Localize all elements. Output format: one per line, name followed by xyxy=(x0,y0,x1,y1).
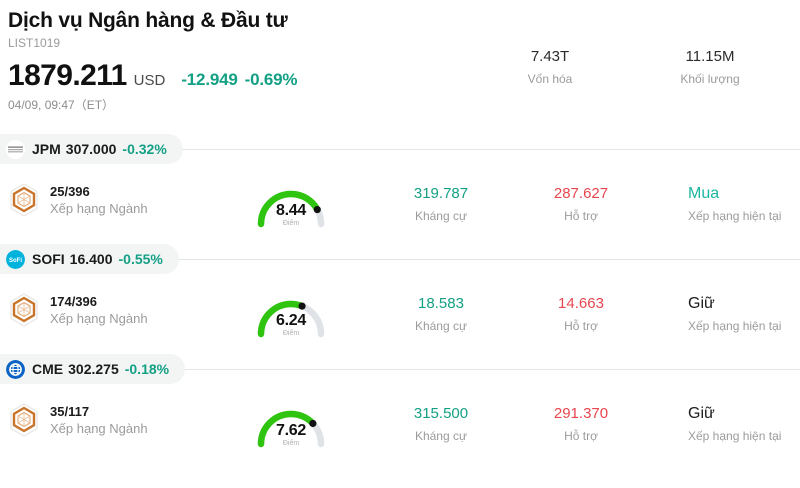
ticker-detail-row: 174/396 Xếp hạng Ngành 6.24 Điểm 18.583 Kháng… xyxy=(0,274,800,354)
resistance-label: Kháng cự xyxy=(414,429,468,443)
rating-metric: Giữ Xếp hạng hiện tại xyxy=(688,294,800,335)
ticker-price: 307.000 xyxy=(65,141,117,157)
rating-value: Mua xyxy=(688,185,720,202)
gauge-value: 6.24 xyxy=(276,312,306,329)
stat-market-cap: 7.43T Vốn hóa xyxy=(470,47,630,88)
ticker-list: JPM 307.000 -0.32% 25/396 Xếp hạng Ngành 8.44… xyxy=(0,134,800,464)
currency-label: USD xyxy=(133,72,166,89)
row-divider xyxy=(0,259,800,260)
resistance-value: 319.787 xyxy=(413,185,469,202)
ticker-price: 16.400 xyxy=(69,251,113,267)
resistance-label: Kháng cự xyxy=(414,319,468,333)
rank-value: 174/396 xyxy=(50,293,97,309)
ticker-change-percent: -0.18% xyxy=(124,361,170,377)
rank-badge-icon xyxy=(4,290,44,330)
resistance-value: 18.583 xyxy=(418,295,464,312)
ticker-change-percent: -0.32% xyxy=(122,141,167,157)
support-label: Hỗ trợ xyxy=(564,209,598,223)
resistance-label: Kháng cự xyxy=(414,209,468,223)
rank-label: Xếp hạng Ngành xyxy=(50,420,148,436)
price-row: 1879.211 USD -12.949 -0.69% xyxy=(8,60,800,92)
ticker-chip-line: SoFi SOFI 16.400 -0.55% xyxy=(0,244,800,274)
rank-label: Xếp hạng Ngành xyxy=(50,310,148,326)
ticker-symbol: CME xyxy=(32,361,64,377)
support-label: Hỗ trợ xyxy=(564,319,598,333)
svg-text:SoFi: SoFi xyxy=(9,258,22,264)
resistance-metric: 319.787 Kháng cự xyxy=(381,184,501,225)
ticker-block: SoFi SOFI 16.400 -0.55% 174/396 Xếp hạng Ngàn… xyxy=(0,244,800,354)
ticker-chip[interactable]: SoFi SOFI 16.400 -0.55% xyxy=(0,244,179,274)
ticker-chip-line: CME 302.275 -0.18% xyxy=(0,354,800,384)
quote-timestamp: 04/09, 09:47（ET） xyxy=(8,98,115,112)
ticker-block: CME 302.275 -0.18% 35/117 Xếp hạng Ngành 7.62… xyxy=(0,354,800,464)
gauge-label: Điểm xyxy=(282,330,300,337)
header-stats: 7.43T Vốn hóa 11.15M Khối lượng xyxy=(470,47,800,88)
rating-value: Giữ xyxy=(688,295,715,312)
rating-metric: Giữ Xếp hạng hiện tại xyxy=(688,404,800,445)
stat-volume: 11.15M Khối lượng xyxy=(630,47,790,88)
index-price: 1879.211 xyxy=(8,59,127,92)
rating-label: Xếp hạng hiện tại xyxy=(688,319,782,333)
ticker-chip[interactable]: JPM 307.000 -0.32% xyxy=(0,134,183,164)
score-gauge: 7.62 Điểm xyxy=(236,396,346,460)
resistance-value: 315.500 xyxy=(413,405,469,422)
rating-label: Xếp hạng hiện tại xyxy=(688,429,782,443)
stat-value: 7.43T xyxy=(530,48,570,65)
support-value: 14.663 xyxy=(558,295,604,312)
industry-rank: 25/396 Xếp hạng Ngành xyxy=(4,180,148,220)
industry-rank: 35/117 Xếp hạng Ngành xyxy=(4,400,148,440)
support-value: 291.370 xyxy=(553,405,609,422)
industry-rank: 174/396 Xếp hạng Ngành xyxy=(4,290,148,330)
row-divider xyxy=(0,149,800,150)
support-metric: 14.663 Hỗ trợ xyxy=(521,294,641,335)
rank-value: 25/396 xyxy=(50,183,90,199)
gauge-label: Điểm xyxy=(282,440,300,447)
ticker-chip[interactable]: CME 302.275 -0.18% xyxy=(0,354,186,384)
cme-logo xyxy=(6,359,25,379)
resistance-metric: 315.500 Kháng cự xyxy=(381,404,501,445)
rating-label: Xếp hạng hiện tại xyxy=(688,209,782,223)
score-gauge: 6.24 Điểm xyxy=(236,286,346,350)
change-percent: -0.69% xyxy=(244,70,298,89)
rank-badge-icon xyxy=(4,180,44,220)
support-value: 287.627 xyxy=(553,185,609,202)
change-absolute: -12.949 xyxy=(181,70,238,89)
support-metric: 291.370 Hỗ trợ xyxy=(521,404,641,445)
ticker-symbol: JPM xyxy=(32,141,61,157)
stat-value: 11.15M xyxy=(685,48,735,65)
ticker-block: JPM 307.000 -0.32% 25/396 Xếp hạng Ngành 8.44… xyxy=(0,134,800,244)
score-gauge: 8.44 Điểm xyxy=(236,176,346,240)
page-title: Dịch vụ Ngân hàng & Đầu tư xyxy=(8,9,288,32)
stat-label: Vốn hóa xyxy=(527,72,573,86)
ticker-change-percent: -0.55% xyxy=(118,251,163,267)
ticker-price: 302.275 xyxy=(68,361,119,377)
jpm-logo xyxy=(6,139,25,159)
rank-badge-icon xyxy=(4,400,44,440)
resistance-metric: 18.583 Kháng cự xyxy=(381,294,501,335)
gauge-value: 7.62 xyxy=(276,422,306,439)
sofi-logo: SoFi xyxy=(6,249,25,269)
gauge-label: Điểm xyxy=(282,220,300,227)
ticker-detail-row: 25/396 Xếp hạng Ngành 8.44 Điểm 319.787 Kháng… xyxy=(0,164,800,244)
rank-value: 35/117 xyxy=(50,403,90,419)
support-label: Hỗ trợ xyxy=(564,429,598,443)
list-id: LIST1019 xyxy=(8,36,61,50)
gauge-value: 8.44 xyxy=(276,202,306,219)
row-divider xyxy=(0,369,800,370)
rank-label: Xếp hạng Ngành xyxy=(50,200,148,216)
ticker-chip-line: JPM 307.000 -0.32% xyxy=(0,134,800,164)
header: Dịch vụ Ngân hàng & Đầu tư LIST1019 1879… xyxy=(0,0,800,113)
ticker-symbol: SOFI xyxy=(32,251,65,267)
rating-metric: Mua Xếp hạng hiện tại xyxy=(688,184,800,225)
ticker-detail-row: 35/117 Xếp hạng Ngành 7.62 Điểm 315.500 Kháng… xyxy=(0,384,800,464)
support-metric: 287.627 Hỗ trợ xyxy=(521,184,641,225)
stat-label: Khối lượng xyxy=(680,72,740,86)
rating-value: Giữ xyxy=(688,405,715,422)
